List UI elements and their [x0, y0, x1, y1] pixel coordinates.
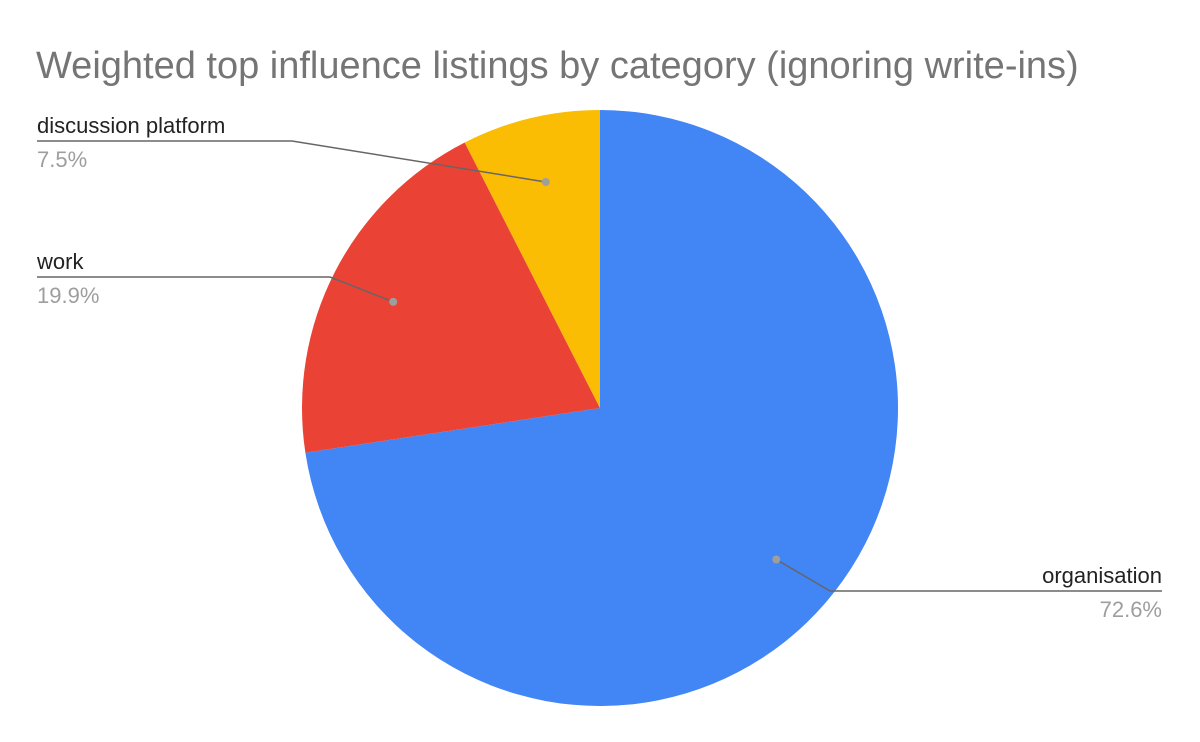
leader-line-work [37, 276, 394, 303]
slice-labels: organisation 72.6% work 19.9% discussion pla… [36, 113, 1162, 622]
slice-label-organisation: organisation [1042, 563, 1162, 588]
pie-slice-organisation [305, 110, 899, 707]
slice-value-work: 19.9% [37, 283, 99, 308]
pie-slice-discussion-platform [464, 110, 600, 408]
slice-label-discussion-platform: discussion platform [37, 113, 225, 138]
slice-value-organisation: 72.6% [1100, 597, 1162, 622]
leader-dot-discussion-platform [541, 177, 550, 186]
leader-line-organisation [775, 558, 1162, 592]
leader-line-discussion-platform [37, 140, 546, 183]
pie-slices [302, 110, 899, 707]
pie-slice-work [302, 142, 600, 453]
chart-title: Weighted top influence listings by categ… [36, 45, 1079, 87]
slice-label-work: work [36, 249, 84, 274]
leader-dot-organisation [772, 555, 781, 564]
slice-value-discussion-platform: 7.5% [37, 147, 87, 172]
leader-dot-work [389, 297, 398, 306]
